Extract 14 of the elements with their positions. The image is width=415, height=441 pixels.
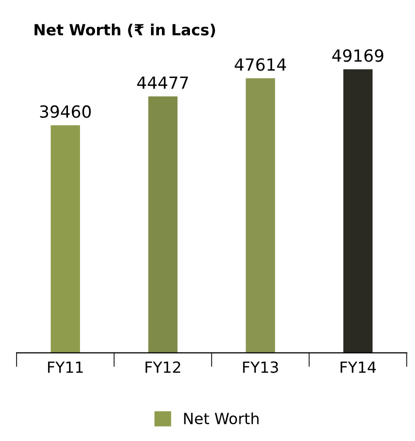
x-tick-label: FY11	[48, 362, 83, 373]
x-tick-label: FY13	[243, 361, 278, 373]
bar	[148, 96, 178, 353]
bar	[246, 78, 276, 353]
x-tick-label: FY12	[146, 361, 180, 373]
data-label: 49169	[332, 49, 384, 62]
data-label: 39460	[40, 105, 91, 118]
bar	[50, 125, 80, 353]
data-label: 47614	[234, 58, 286, 71]
chart-title: Net Worth (₹ in Lacs)	[34, 24, 216, 38]
x-tick-label: FY14	[340, 362, 376, 373]
legend-label: Net Worth	[184, 412, 259, 424]
bar	[343, 69, 373, 353]
data-label: 44477	[137, 76, 188, 89]
